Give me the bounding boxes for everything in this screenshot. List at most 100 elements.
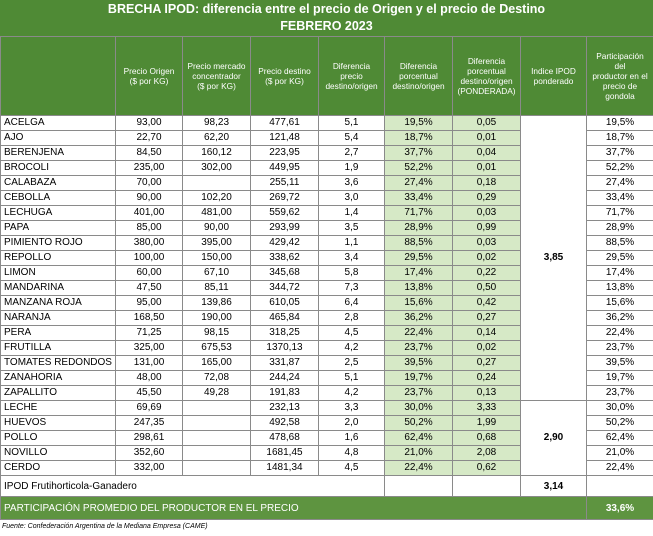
cell: 477,61 bbox=[250, 115, 319, 131]
cell: 28,9% bbox=[384, 220, 453, 236]
cell: 247,35 bbox=[115, 415, 183, 431]
cell: 0,27 bbox=[452, 355, 521, 371]
table-row: NOVILLO 352,60 1681,45 4,8 21,0% 2,08 21,0% bbox=[0, 445, 653, 461]
column-header: Precio Origen ($ por KG) bbox=[115, 36, 183, 116]
cell: 401,00 bbox=[115, 205, 183, 221]
cell: 4,8 bbox=[318, 445, 385, 461]
product-name: REPOLLO bbox=[0, 250, 116, 266]
cell: 22,4% bbox=[586, 325, 653, 341]
cell: 71,25 bbox=[115, 325, 183, 341]
cell: 610,05 bbox=[250, 295, 319, 311]
cell: 29,5% bbox=[586, 250, 653, 266]
cell: 338,62 bbox=[250, 250, 319, 266]
cell: 98,23 bbox=[182, 115, 251, 131]
product-name: PERA bbox=[0, 325, 116, 341]
cell: 675,53 bbox=[182, 340, 251, 356]
cell: 102,20 bbox=[182, 190, 251, 206]
cell: 33,4% bbox=[384, 190, 453, 206]
cell: 48,00 bbox=[115, 370, 183, 386]
cell: 168,50 bbox=[115, 310, 183, 326]
cell: 85,11 bbox=[182, 280, 251, 296]
cell: 1681,45 bbox=[250, 445, 319, 461]
cell: 71,7% bbox=[384, 205, 453, 221]
cell: 30,0% bbox=[586, 400, 653, 416]
table-row: TOMATES REDONDOS 131,00 165,00 331,87 2,5 39,… bbox=[0, 355, 653, 371]
column-header: Indice IPOD ponderado bbox=[520, 36, 587, 116]
cell: 39,5% bbox=[586, 355, 653, 371]
table-row: NARANJA 168,50 190,00 465,84 2,8 36,2% 0,27 36,… bbox=[0, 310, 653, 326]
cell: 0,18 bbox=[452, 175, 521, 191]
cell: 4,2 bbox=[318, 385, 385, 401]
cell: 3,0 bbox=[318, 190, 385, 206]
cell: 131,00 bbox=[115, 355, 183, 371]
cell: 17,4% bbox=[384, 265, 453, 281]
cell: 18,7% bbox=[586, 130, 653, 146]
product-name: LECHE bbox=[0, 400, 116, 416]
cell: 1,4 bbox=[318, 205, 385, 221]
cell: 5,1 bbox=[318, 370, 385, 386]
cell: 2,0 bbox=[318, 415, 385, 431]
cell: 3,5 bbox=[318, 220, 385, 236]
subtitle: FEBRERO 2023 bbox=[280, 19, 373, 33]
column-header: Diferencia porcentual destino/origen bbox=[384, 36, 453, 116]
cell: 325,00 bbox=[115, 340, 183, 356]
cell: 47,50 bbox=[115, 280, 183, 296]
table-row: AJO 22,70 62,20 121,48 5,4 18,7% 0,01 18,7% bbox=[0, 130, 653, 146]
product-name: CEBOLLA bbox=[0, 190, 116, 206]
product-name: ACELGA bbox=[0, 115, 116, 131]
product-name: TOMATES REDONDOS bbox=[0, 355, 116, 371]
cell: 395,00 bbox=[182, 235, 251, 251]
cell: 1,6 bbox=[318, 430, 385, 446]
cell: 332,00 bbox=[115, 460, 183, 476]
cell: 15,6% bbox=[586, 295, 653, 311]
cell: 50,2% bbox=[586, 415, 653, 431]
cell: 6,4 bbox=[318, 295, 385, 311]
cell: 0,03 bbox=[452, 205, 521, 221]
cell: 88,5% bbox=[384, 235, 453, 251]
cell: 235,00 bbox=[115, 160, 183, 176]
cell: 4,2 bbox=[318, 340, 385, 356]
cell: 90,00 bbox=[115, 190, 183, 206]
table-row: PAPA 85,00 90,00 293,99 3,5 28,9% 0,99 28,9% bbox=[0, 220, 653, 236]
cell: 344,72 bbox=[250, 280, 319, 296]
table-row: REPOLLO 100,00 150,00 338,62 3,4 29,5% 0,02 29,… bbox=[0, 250, 653, 266]
cell: 13,8% bbox=[384, 280, 453, 296]
empty-cell bbox=[452, 475, 521, 497]
cell: 223,95 bbox=[250, 145, 319, 161]
cell: 331,87 bbox=[250, 355, 319, 371]
cell: 23,7% bbox=[586, 340, 653, 356]
cell: 1,9 bbox=[318, 160, 385, 176]
cell: 4,5 bbox=[318, 325, 385, 341]
cell bbox=[182, 460, 251, 476]
product-name: HUEVOS bbox=[0, 415, 116, 431]
cell: 318,25 bbox=[250, 325, 319, 341]
cell: 85,00 bbox=[115, 220, 183, 236]
participation-label: PARTICIPACIÓN PROMEDIO DEL PRODUCTOR EN … bbox=[0, 496, 587, 520]
cell: 22,4% bbox=[384, 460, 453, 476]
cell: 0,05 bbox=[452, 115, 521, 131]
cell: 37,7% bbox=[586, 145, 653, 161]
product-name: LIMON bbox=[0, 265, 116, 281]
cell: 160,12 bbox=[182, 145, 251, 161]
cell: 36,2% bbox=[384, 310, 453, 326]
cell: 165,00 bbox=[182, 355, 251, 371]
cell: 0,68 bbox=[452, 430, 521, 446]
empty-cell bbox=[586, 475, 653, 497]
cell: 429,42 bbox=[250, 235, 319, 251]
participation-value: 33,6% bbox=[586, 496, 653, 520]
cell: 18,7% bbox=[384, 130, 453, 146]
table-row: ACELGA 93,00 98,23 477,61 5,1 19,5% 0,05 3,85 19… bbox=[0, 115, 653, 401]
cell: 0,01 bbox=[452, 160, 521, 176]
cell: 36,2% bbox=[586, 310, 653, 326]
cell: 52,2% bbox=[586, 160, 653, 176]
cell bbox=[182, 415, 251, 431]
cell: 492,58 bbox=[250, 415, 319, 431]
cell: 37,7% bbox=[384, 145, 453, 161]
cell: 0,02 bbox=[452, 250, 521, 266]
table-body: ACELGA 93,00 98,23 477,61 5,1 19,5% 0,05 3,85 19… bbox=[0, 115, 653, 520]
cell: 269,72 bbox=[250, 190, 319, 206]
table-row: POLLO 298,61 478,68 1,6 62,4% 0,68 62,4% bbox=[0, 430, 653, 446]
cell: 17,4% bbox=[586, 265, 653, 281]
cell: 84,50 bbox=[115, 145, 183, 161]
cell: 232,13 bbox=[250, 400, 319, 416]
